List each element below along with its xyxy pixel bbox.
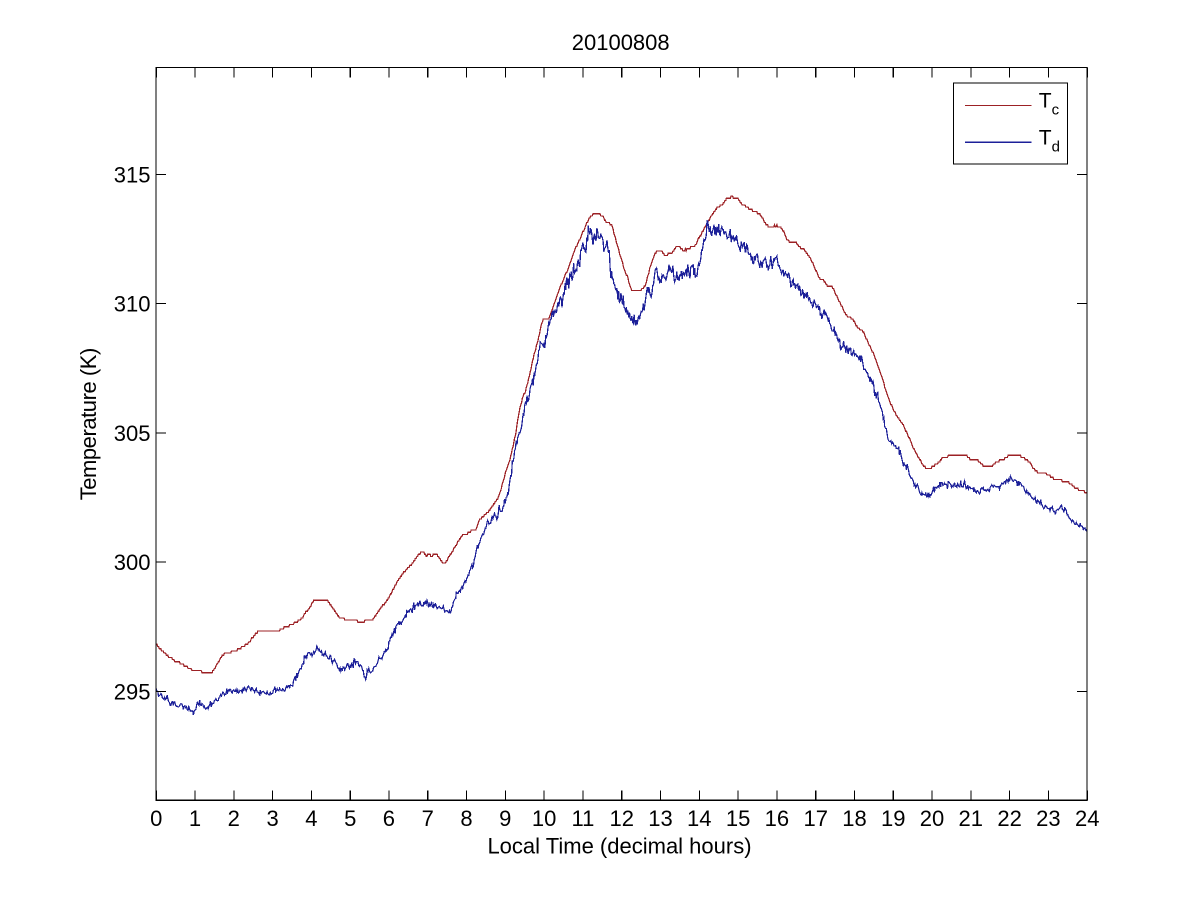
svg-text:5: 5: [344, 806, 356, 831]
svg-text:16: 16: [765, 806, 789, 831]
svg-text:8: 8: [460, 806, 472, 831]
svg-text:Local Time (decimal hours): Local Time (decimal hours): [487, 833, 751, 858]
svg-text:3: 3: [266, 806, 278, 831]
svg-text:7: 7: [422, 806, 434, 831]
svg-text:12: 12: [609, 806, 633, 831]
svg-text:295: 295: [114, 679, 151, 704]
svg-text:Temperature (K): Temperature (K): [76, 348, 101, 500]
svg-text:20100808: 20100808: [572, 30, 670, 55]
svg-text:24: 24: [1075, 806, 1099, 831]
svg-text:1: 1: [189, 806, 201, 831]
svg-text:17: 17: [803, 806, 827, 831]
svg-text:14: 14: [687, 806, 711, 831]
svg-text:315: 315: [114, 162, 151, 187]
svg-text:22: 22: [997, 806, 1021, 831]
svg-text:13: 13: [648, 806, 672, 831]
svg-text:305: 305: [114, 421, 151, 446]
svg-text:21: 21: [959, 806, 983, 831]
svg-text:10: 10: [532, 806, 556, 831]
svg-text:20: 20: [920, 806, 944, 831]
svg-text:4: 4: [305, 806, 317, 831]
svg-text:15: 15: [726, 806, 750, 831]
svg-text:2: 2: [228, 806, 240, 831]
svg-text:11: 11: [571, 806, 594, 831]
svg-text:0: 0: [150, 806, 162, 831]
svg-text:6: 6: [383, 806, 395, 831]
svg-text:300: 300: [114, 550, 151, 575]
svg-text:23: 23: [1036, 806, 1060, 831]
svg-text:310: 310: [114, 292, 151, 317]
svg-text:19: 19: [881, 806, 905, 831]
svg-text:18: 18: [842, 806, 866, 831]
svg-text:9: 9: [499, 806, 511, 831]
